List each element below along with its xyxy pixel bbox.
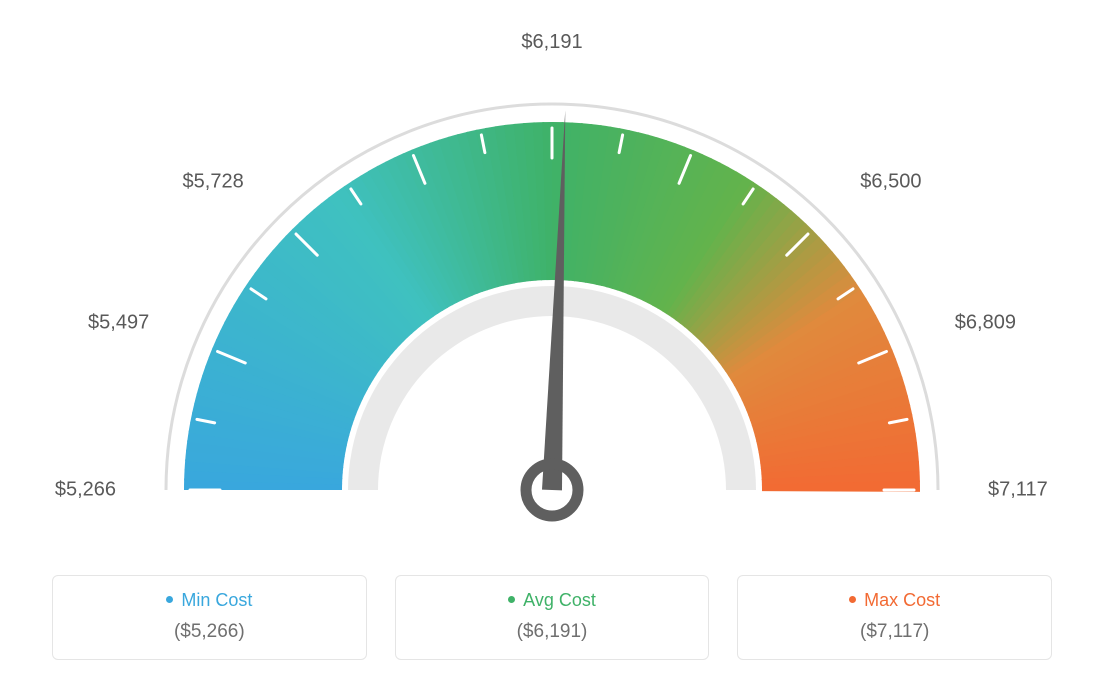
gauge-tick-label: $7,117 (988, 479, 1048, 502)
gauge-tick-label: $5,728 (183, 170, 244, 193)
legend-title-text: Avg Cost (523, 590, 596, 610)
legend-value-avg: ($6,191) (406, 621, 699, 643)
dot-icon (166, 596, 173, 603)
gauge-area: $5,266 $5,497 $5,728 $6,191 $6,500 $6,809 $7,1… (0, 0, 1104, 560)
gauge-tick-label: $5,497 (88, 312, 149, 335)
legend-card-avg: Avg Cost ($6,191) (395, 575, 710, 660)
legend-row: Min Cost ($5,266) Avg Cost ($6,191) Max … (52, 575, 1052, 660)
legend-title-text: Max Cost (864, 590, 940, 610)
legend-title-avg: Avg Cost (406, 590, 699, 611)
gauge-tick-label: $6,500 (860, 170, 921, 193)
legend-card-min: Min Cost ($5,266) (52, 575, 367, 660)
dot-icon (849, 596, 856, 603)
legend-title-min: Min Cost (63, 590, 356, 611)
legend-card-max: Max Cost ($7,117) (737, 575, 1052, 660)
gauge-svg (0, 0, 1104, 560)
gauge-tick-label: $6,191 (521, 31, 582, 54)
legend-title-text: Min Cost (181, 590, 252, 610)
gauge-tick-label: $5,266 (55, 479, 116, 502)
legend-title-max: Max Cost (748, 590, 1041, 611)
dot-icon (508, 596, 515, 603)
legend-value-min: ($5,266) (63, 621, 356, 643)
gauge-tick-label: $6,809 (955, 312, 1016, 335)
legend-value-max: ($7,117) (748, 621, 1041, 643)
cost-gauge-chart: $5,266 $5,497 $5,728 $6,191 $6,500 $6,809 $7,1… (0, 0, 1104, 690)
